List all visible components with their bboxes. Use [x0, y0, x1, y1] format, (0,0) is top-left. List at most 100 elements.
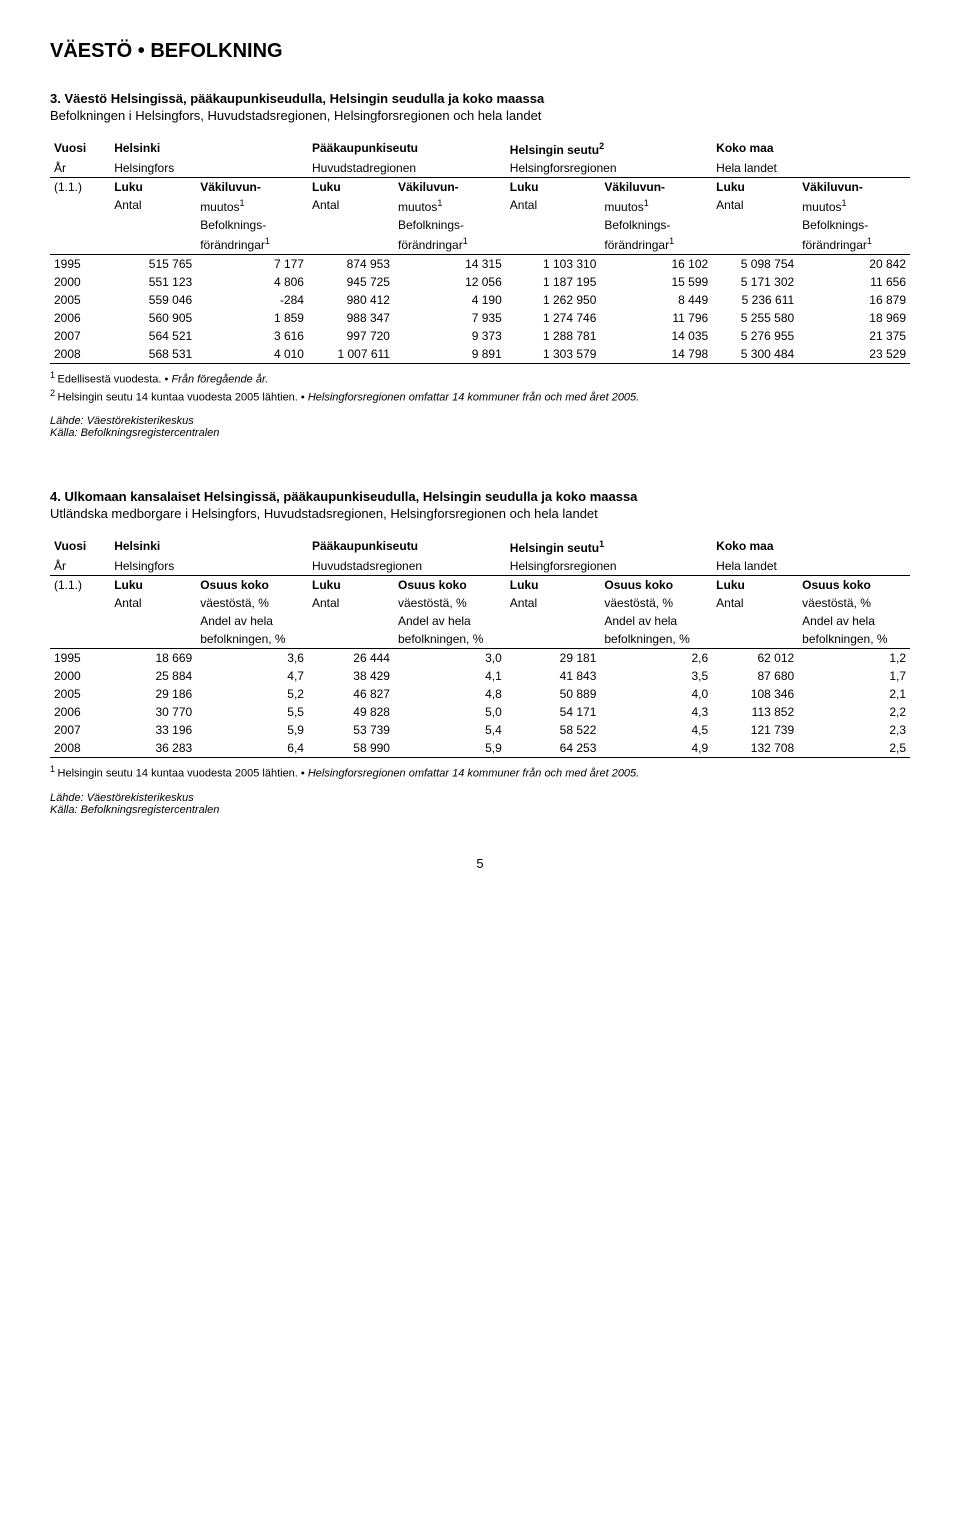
cell-value: 18 669 — [110, 649, 196, 668]
cell-value: 58 990 — [308, 739, 394, 758]
hdr-luku: Luku — [308, 576, 394, 595]
hdr-osuus: Osuus koko — [798, 576, 910, 595]
cell-value: 5,9 — [196, 721, 308, 739]
section3-footnote1: 1 Edellisestä vuodesta. • Från föregåend… — [50, 370, 910, 386]
hdr-muutos: muutos1 — [600, 196, 712, 216]
cell-year: 2000 — [50, 273, 110, 291]
hdr-luku: Luku — [110, 178, 196, 197]
hdr-hfr: Helsingforsregionen — [506, 159, 712, 178]
table-header-row: befolkningen, % befolkningen, % befolkni… — [50, 630, 910, 649]
cell-value: 988 347 — [308, 309, 394, 327]
cell-value: 1 262 950 — [506, 291, 601, 309]
hdr-luku: Luku — [712, 178, 798, 197]
cell-year: 1995 — [50, 649, 110, 668]
cell-value: 64 253 — [506, 739, 601, 758]
hdr-pks: Pääkaupunkiseutu — [308, 537, 506, 557]
cell-year: 2006 — [50, 703, 110, 721]
cell-value: 25 884 — [110, 667, 196, 685]
hdr-befolk: Befolknings- — [600, 216, 712, 234]
hdr-befolk: Befolknings- — [394, 216, 506, 234]
table-row: 2006560 9051 859988 3477 9351 274 74611 … — [50, 309, 910, 327]
table-header-row: förändringar1 förändringar1 förändringar… — [50, 234, 910, 255]
cell-year: 2005 — [50, 291, 110, 309]
section3-table: Vuosi Helsinki Pääkaupunkiseutu Helsingi… — [50, 139, 910, 364]
section4-heading: 4. Ulkomaan kansalaiset Helsingissä, pää… — [50, 489, 910, 504]
hdr-helsinki: Helsinki — [110, 537, 308, 557]
hdr-vaest: väestöstä, % — [196, 594, 308, 612]
cell-value: 33 196 — [110, 721, 196, 739]
hdr-vaest: väestöstä, % — [798, 594, 910, 612]
table-row: 200025 8844,738 4294,141 8433,587 6801,7 — [50, 667, 910, 685]
cell-value: 12 056 — [394, 273, 506, 291]
cell-value: 7 177 — [196, 255, 308, 274]
cell-value: 108 346 — [712, 685, 798, 703]
hdr-antal: Antal — [712, 594, 798, 612]
cell-value: 1,2 — [798, 649, 910, 668]
cell-value: 4,3 — [600, 703, 712, 721]
cell-value: 4,1 — [394, 667, 506, 685]
hdr-huvudstad: Huvudstadregionen — [308, 159, 506, 178]
page-number: 5 — [50, 856, 910, 871]
hdr-luku: Luku — [110, 576, 196, 595]
hdr-osuus: Osuus koko — [196, 576, 308, 595]
section4-table: Vuosi Helsinki Pääkaupunkiseutu Helsingi… — [50, 537, 910, 758]
cell-value: 6,4 — [196, 739, 308, 758]
cell-value: 2,2 — [798, 703, 910, 721]
hdr-vaest: väestöstä, % — [600, 594, 712, 612]
table-row: 200529 1865,246 8274,850 8894,0108 3462,… — [50, 685, 910, 703]
section3-footnote2: 2 Helsingin seutu 14 kuntaa vuodesta 200… — [50, 388, 910, 404]
hdr-befolk: Befolknings- — [196, 216, 308, 234]
hdr-antal: Antal — [308, 196, 394, 216]
cell-value: 121 739 — [712, 721, 798, 739]
table-header-row: Vuosi Helsinki Pääkaupunkiseutu Helsingi… — [50, 139, 910, 159]
hdr-vaki: Väkiluvun- — [600, 178, 712, 197]
cell-value: 874 953 — [308, 255, 394, 274]
cell-value: 997 720 — [308, 327, 394, 345]
hdr-andel: Andel av hela — [600, 612, 712, 630]
cell-value: 3,6 — [196, 649, 308, 668]
table-row: 200630 7705,549 8285,054 1714,3113 8522,… — [50, 703, 910, 721]
table-header-row: Antal muutos1 Antal muutos1 Antal muutos… — [50, 196, 910, 216]
cell-value: 4,5 — [600, 721, 712, 739]
hdr-luku: Luku — [506, 178, 601, 197]
hdr-muutos: muutos1 — [798, 196, 910, 216]
hdr-befolk: befolkningen, % — [798, 630, 910, 649]
cell-value: 87 680 — [712, 667, 798, 685]
hdr-huvudstad: Huvudstadsregionen — [308, 557, 506, 576]
hdr-befolk: befolkningen, % — [600, 630, 712, 649]
hdr-vaest: väestöstä, % — [394, 594, 506, 612]
section4-title-fi: Ulkomaan kansalaiset Helsingissä, pääkau… — [64, 489, 637, 504]
hdr-date: (1.1.) — [50, 178, 110, 197]
hdr-hela: Hela landet — [712, 159, 910, 178]
cell-value: 14 035 — [600, 327, 712, 345]
cell-value: 16 879 — [798, 291, 910, 309]
section4-number: 4. — [50, 489, 61, 504]
hdr-koko: Koko maa — [712, 537, 910, 557]
hdr-koko: Koko maa — [712, 139, 910, 159]
cell-value: 23 529 — [798, 345, 910, 364]
hdr-forand: förändringar1 — [196, 234, 308, 255]
table-row: 1995515 7657 177874 95314 3151 103 31016… — [50, 255, 910, 274]
cell-value: 9 891 — [394, 345, 506, 364]
cell-value: 5 276 955 — [712, 327, 798, 345]
hdr-befolk: befolkningen, % — [394, 630, 506, 649]
hdr-hela: Hela landet — [712, 557, 910, 576]
cell-value: 16 102 — [600, 255, 712, 274]
cell-value: 2,5 — [798, 739, 910, 758]
hdr-antal: Antal — [308, 594, 394, 612]
cell-value: 14 798 — [600, 345, 712, 364]
section-3: 3. Väestö Helsingissä, pääkaupunkiseudul… — [50, 91, 910, 439]
cell-value: 1 859 — [196, 309, 308, 327]
cell-value: 30 770 — [110, 703, 196, 721]
hdr-date: (1.1.) — [50, 576, 110, 595]
cell-value: 50 889 — [506, 685, 601, 703]
section4-source: Lähde: Väestörekisterikeskus Källa: Befo… — [50, 792, 910, 816]
cell-value: 5 171 302 — [712, 273, 798, 291]
cell-value: 20 842 — [798, 255, 910, 274]
hdr-helsingfors: Helsingfors — [110, 557, 308, 576]
cell-value: 26 444 — [308, 649, 394, 668]
cell-value: 5 098 754 — [712, 255, 798, 274]
cell-value: 2,1 — [798, 685, 910, 703]
cell-value: 1 007 611 — [308, 345, 394, 364]
table-row: 2000551 1234 806945 72512 0561 187 19515… — [50, 273, 910, 291]
